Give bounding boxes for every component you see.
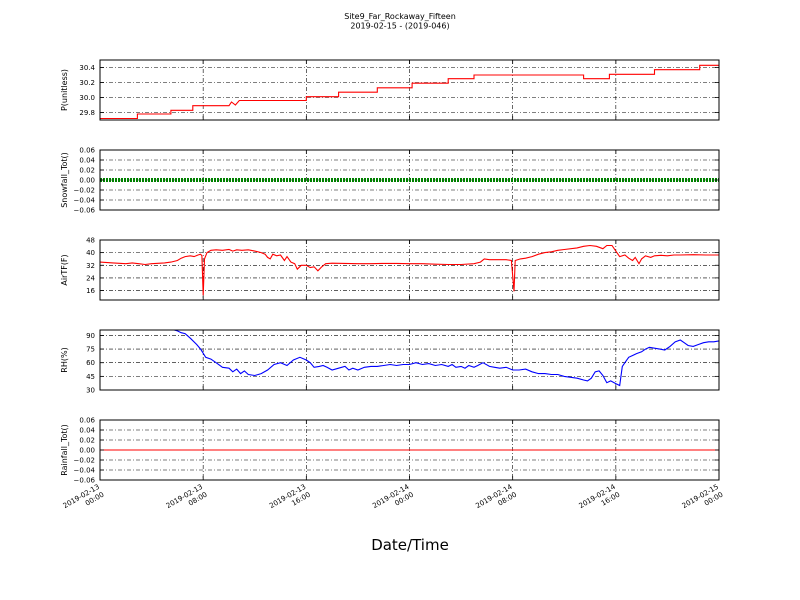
y-tick-label: 32 — [86, 262, 95, 270]
x-axis-label: Date/Time — [371, 536, 449, 554]
y-tick-label: 0.02 — [79, 167, 95, 175]
x-tick-label: 2019-02-1400:00 — [371, 483, 415, 518]
y-tick-label: −0.02 — [74, 187, 95, 195]
panel-1: −0.06 −0.04 −0.02 0.00 0.02 0.04 0.06 Snowfall_… — [60, 147, 720, 215]
y-tick-label: 30.2 — [79, 79, 95, 87]
panel-4: −0.06 −0.04 −0.02 0.00 0.02 0.04 0.06 Rainfall_… — [60, 417, 720, 485]
y-tick-label: 90 — [86, 332, 95, 340]
y-tick-label: 30.0 — [79, 94, 95, 102]
y-tick-label: 40 — [86, 249, 95, 257]
x-tick-label: 2019-02-1408:00 — [474, 483, 518, 518]
y-tick-label: 0.00 — [79, 177, 95, 185]
y-axis-label: Rainfall_Tot() — [60, 424, 69, 476]
x-tick-label: 2019-02-1300:00 — [62, 483, 106, 518]
y-tick-label: −0.06 — [74, 477, 96, 485]
y-tick-label: 60 — [86, 359, 95, 367]
x-tick-label: 2019-02-1500:00 — [681, 483, 725, 518]
y-tick-label: 0.06 — [79, 417, 95, 425]
series-line-3 — [172, 330, 719, 387]
series-line-2 — [100, 244, 719, 296]
x-tick-label: 2019-02-1316:00 — [268, 483, 312, 518]
y-tick-label: 0.06 — [79, 147, 95, 155]
panel-0: 29.8 30.0 30.2 30.4 P(unitless) — [60, 59, 720, 121]
y-tick-label: 29.8 — [79, 109, 95, 117]
y-tick-label: 0.00 — [79, 447, 95, 455]
x-tick-labels: 2019-02-1300:00 2019-02-1308:00 2019-02-13… — [62, 483, 725, 518]
y-tick-label: 0.04 — [79, 157, 95, 165]
panel-3: 30 45 60 75 90 RH(%) — [60, 329, 720, 395]
chart-subtitle: 2019-02-15 - (2019-046) — [350, 22, 449, 31]
x-tick-label: 2019-02-1416:00 — [578, 483, 622, 518]
y-tick-label: 0.04 — [79, 427, 95, 435]
panel-2: 16 24 32 40 48 AirTF(F) — [60, 237, 720, 301]
y-axis-label: AirTF(F) — [60, 254, 69, 285]
x-tick-label: 2019-02-1308:00 — [165, 483, 209, 518]
y-tick-label: −0.02 — [74, 457, 95, 465]
y-tick-label: −0.04 — [74, 467, 96, 475]
y-tick-label: 16 — [86, 287, 95, 295]
y-axis-label: RH(%) — [60, 347, 69, 372]
chart-title: Site9_Far_Rockaway_Fifteen — [344, 12, 456, 21]
y-tick-label: −0.06 — [74, 207, 96, 215]
y-axis-label: P(unitless) — [60, 69, 69, 111]
y-tick-label: 30.4 — [79, 64, 95, 72]
y-tick-label: −0.04 — [74, 197, 96, 205]
y-tick-label: 48 — [86, 237, 95, 245]
y-tick-label: 30 — [86, 387, 95, 395]
panels: 29.830.030.230.4P(unitless)−0.06−0.04−0.… — [60, 59, 720, 485]
y-tick-label: 45 — [86, 373, 95, 381]
y-axis-label: Snowfall_Tot() — [60, 152, 69, 208]
y-tick-label: 75 — [86, 346, 95, 354]
series-line-0 — [100, 64, 719, 120]
y-tick-label: 0.02 — [79, 437, 95, 445]
y-tick-label: 24 — [86, 274, 95, 282]
